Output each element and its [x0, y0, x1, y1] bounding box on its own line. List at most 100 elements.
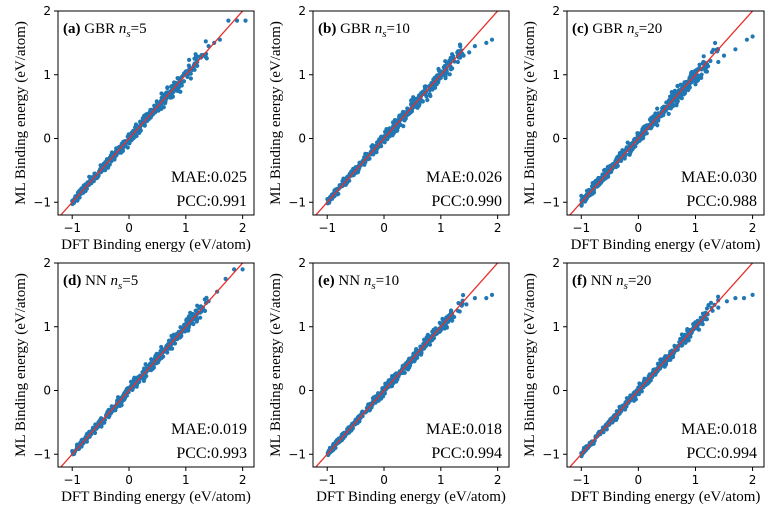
data-point — [438, 325, 443, 331]
data-point — [716, 59, 721, 65]
data-point — [489, 292, 495, 297]
scatter-point — [716, 294, 721, 299]
data-point — [226, 18, 231, 23]
x-tick-label: 1 — [692, 221, 700, 235]
data-point — [364, 406, 370, 411]
axes-frame — [57, 10, 255, 216]
data-point — [444, 69, 449, 74]
scatter-point — [184, 317, 189, 322]
y-tick-label: 0 — [298, 132, 306, 146]
data-point — [121, 139, 126, 144]
scatter-point — [142, 123, 147, 128]
y-axis-label: ML Binding energy (eV/atom) — [268, 21, 284, 205]
scatter-point — [614, 409, 619, 414]
scatter-point — [457, 42, 463, 47]
mae-text: MAE:0.025 — [171, 169, 247, 186]
y-axis-label: ML Binding energy (eV/atom) — [522, 21, 538, 205]
x-tick-label: −1 — [318, 473, 336, 487]
data-point — [687, 85, 692, 90]
data-point — [590, 181, 595, 186]
y-axis-label: ML Binding energy (eV/atom) — [522, 273, 538, 457]
data-point — [376, 139, 381, 144]
scatter-point — [447, 72, 452, 77]
scatter-point — [655, 106, 660, 111]
data-point — [464, 302, 469, 307]
panel-c: −1 0 1 2 −1 0 1 2 DFT Binding energy (eV/atom) ML… — [522, 4, 765, 253]
scatter-point — [80, 189, 85, 194]
scatter-point — [668, 104, 673, 110]
scatter-point — [202, 308, 208, 313]
y-tick-label: 1 — [552, 320, 560, 334]
x-tick-label: 2 — [494, 473, 502, 487]
x-tick-label: 0 — [125, 473, 133, 487]
x-tick-label: −1 — [572, 473, 590, 487]
panel-title: (e) NN ns=10 — [318, 273, 399, 292]
scatter-point — [193, 52, 198, 57]
scatter-point — [198, 315, 203, 320]
scatter-point — [422, 84, 427, 89]
scatter-point — [675, 83, 680, 89]
data-point — [630, 141, 635, 146]
axes-frame — [312, 262, 510, 468]
y-tick-label: 2 — [43, 4, 51, 18]
y-tick-label: −1 — [288, 195, 306, 209]
scatter-point — [633, 397, 639, 402]
scatter-point — [688, 73, 693, 78]
pcc-text: PCC:0.990 — [431, 193, 502, 210]
pcc-text: PCC:0.994 — [686, 445, 757, 462]
x-tick-label: 2 — [239, 473, 247, 487]
data-point — [489, 37, 495, 42]
scatter-point — [436, 80, 441, 85]
y-tick-label: 2 — [552, 4, 560, 18]
scatter-point — [706, 303, 711, 308]
scatter-point — [647, 117, 653, 122]
data-point — [750, 292, 755, 297]
scatter-point — [443, 73, 448, 78]
data-point — [455, 308, 460, 313]
scatter-cloud — [59, 263, 245, 467]
data-point — [693, 82, 698, 87]
data-point — [704, 317, 710, 322]
scatter-point — [632, 137, 637, 142]
scatter-point — [697, 62, 702, 67]
x-tick-label: 1 — [437, 221, 445, 235]
scatter-point — [664, 100, 669, 105]
data-point — [699, 319, 704, 324]
y-tick-label: 1 — [43, 68, 51, 82]
data-point — [144, 368, 149, 373]
scatter-point — [580, 199, 585, 204]
x-tick-label: 1 — [692, 473, 700, 487]
scatter-point — [683, 340, 688, 345]
scatter-point — [679, 343, 684, 348]
data-point — [243, 18, 248, 23]
scatter-point — [395, 128, 400, 133]
data-point — [109, 406, 115, 411]
scatter-point — [155, 100, 160, 105]
data-point — [98, 163, 103, 168]
scatter-point — [379, 396, 384, 401]
scatter-point — [154, 361, 159, 366]
data-point — [682, 90, 687, 95]
scatter-point — [187, 57, 192, 63]
y-tick-label: −1 — [33, 447, 51, 461]
data-point — [472, 296, 477, 301]
scatter-point — [133, 122, 139, 127]
data-point — [664, 105, 670, 110]
x-tick-label: −1 — [63, 473, 81, 487]
scatter-point — [181, 79, 186, 84]
x-tick-label: 2 — [749, 221, 757, 235]
axes-frame — [566, 10, 765, 216]
data-point — [741, 296, 747, 301]
y-tick-label: 2 — [298, 4, 306, 18]
scatter-point — [397, 113, 402, 118]
scatter-point — [204, 295, 209, 300]
data-point — [87, 429, 92, 434]
data-point — [630, 393, 635, 398]
scatter-point — [633, 144, 638, 149]
x-axis-label: DFT Binding energy (eV/atom) — [61, 489, 251, 505]
x-axis-label: DFT Binding energy (eV/atom) — [316, 489, 506, 505]
data-point — [472, 44, 477, 49]
data-point — [240, 267, 245, 272]
scatter-point — [175, 76, 180, 81]
